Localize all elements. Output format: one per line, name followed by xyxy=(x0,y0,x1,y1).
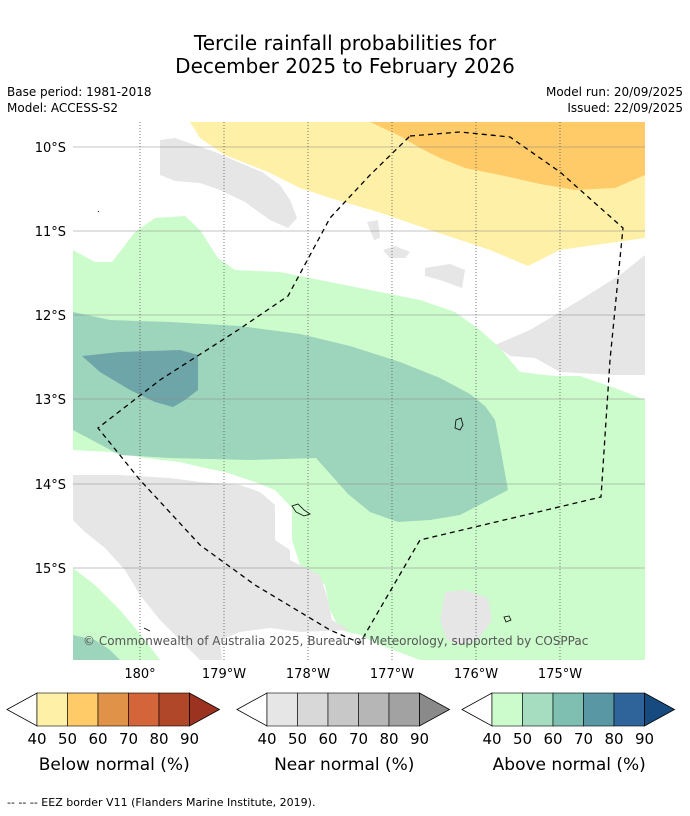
colorbar-tick-label: 90 xyxy=(635,730,654,748)
colorbar-tick-label: 40 xyxy=(27,730,46,748)
colorbar-segment xyxy=(266,692,298,727)
lat-axis: 10°S 11°S 12°S 13°S 14°S 15°S xyxy=(35,141,66,577)
colorbar-segment xyxy=(327,692,359,727)
copyright-notice: © Commonwealth of Australia 2025, Bureau… xyxy=(83,634,588,648)
colorbar-segment xyxy=(522,692,554,727)
lon-label: 177°W xyxy=(370,667,414,682)
colorbar-segment xyxy=(491,692,523,727)
lat-label: 12°S xyxy=(35,309,66,324)
lon-label: 176°W xyxy=(454,667,498,682)
lon-label: 179°W xyxy=(202,667,246,682)
map-title-line2: December 2025 to February 2026 xyxy=(175,54,515,78)
colorbar-segment xyxy=(97,692,129,727)
colorbar-title: Above normal (%) xyxy=(493,755,646,775)
colorbar-low-arrow xyxy=(6,692,38,727)
island-outline xyxy=(291,503,311,517)
colorbar-tick-label: 70 xyxy=(119,730,138,748)
colorbar-tick-label: 50 xyxy=(513,730,532,748)
colorbar-low-arrow xyxy=(461,692,493,727)
near-normal-40-50-region xyxy=(383,246,410,258)
map-plot-area: © Commonwealth of Australia 2025, Bureau… xyxy=(73,122,645,660)
lon-axis: 180° 179°W 178°W 177°W 176°W 175°W xyxy=(124,667,582,682)
lat-gridlines xyxy=(73,146,645,569)
colorbar-segment xyxy=(67,692,99,727)
colorbar-tick-label: 40 xyxy=(257,730,276,748)
base-period: Base period: 1981-2018 xyxy=(7,85,152,99)
issued-date: Issued: 22/09/2025 xyxy=(567,101,683,115)
lat-label: 10°S xyxy=(35,141,66,156)
colorbar-high-arrow xyxy=(644,692,676,727)
colorbar-tick-label: 70 xyxy=(574,730,593,748)
colorbar-title: Below normal (%) xyxy=(39,755,190,775)
colorbar-segment xyxy=(613,692,645,727)
colorbar-tick-label: 70 xyxy=(349,730,368,748)
eez-legend-note: -- -- -- EEZ border V11 (Flanders Marine… xyxy=(7,796,316,809)
colorbar-above-normal: 40 50 60 70 80 90 Above normal (%) xyxy=(461,692,676,775)
colorbar-title: Near normal (%) xyxy=(274,755,414,775)
colorbar-high-arrow xyxy=(189,692,221,727)
below-normal-50-60-region xyxy=(370,122,645,190)
colorbar-tick-label: 60 xyxy=(543,730,562,748)
eez-border xyxy=(97,131,624,644)
colorbar-segment xyxy=(358,692,390,727)
model-name: Model: ACCESS-S2 xyxy=(7,101,119,115)
above-normal-50-60-region xyxy=(73,635,120,660)
colorbar-segment xyxy=(583,692,615,727)
island-outline xyxy=(143,627,151,632)
colorbar-tick-label: 80 xyxy=(149,730,168,748)
colorbar-tick-label: 80 xyxy=(604,730,623,748)
lat-label: 11°S xyxy=(35,225,66,240)
colorbar-segment xyxy=(388,692,420,727)
near-normal-40-50-region xyxy=(73,475,350,660)
colorbar-tick-label: 80 xyxy=(379,730,398,748)
colorbar-segment xyxy=(36,692,68,727)
colorbar-near-normal: 40 50 60 70 80 90 Near normal (%) xyxy=(236,692,451,775)
lat-label: 13°S xyxy=(35,393,66,408)
near-normal-40-50-region xyxy=(440,590,492,645)
colorbar-tick-label: 60 xyxy=(318,730,337,748)
colorbar-tick-label: 40 xyxy=(482,730,501,748)
lon-label: 178°W xyxy=(286,667,330,682)
colorbar-below-normal: 40 50 60 70 80 90 Below normal (%) xyxy=(6,692,221,775)
colorbar-segment xyxy=(552,692,584,727)
above-normal-40-50-region xyxy=(73,568,160,660)
near-normal-40-50-region xyxy=(367,220,380,240)
colorbar-tick-label: 90 xyxy=(180,730,199,748)
model-run-date: Model run: 20/09/2025 xyxy=(545,85,683,99)
colorbar-high-arrow xyxy=(419,692,451,727)
colorbar-segment xyxy=(128,692,160,727)
colorbar-tick-label: 60 xyxy=(88,730,107,748)
colorbar-tick-label: 50 xyxy=(58,730,77,748)
lat-label: 14°S xyxy=(35,478,66,493)
forecast-map: © Commonwealth of Australia 2025, Bureau… xyxy=(6,122,676,775)
colorbar-segment xyxy=(158,692,190,727)
island-outline xyxy=(97,210,100,213)
colorbar-segment xyxy=(297,692,329,727)
island-outline xyxy=(454,417,464,431)
lon-label: 180° xyxy=(124,667,155,682)
lat-label: 15°S xyxy=(35,562,66,577)
colorbar-tick-label: 90 xyxy=(410,730,429,748)
island-outline xyxy=(503,615,512,623)
map-title-line1: Tercile rainfall probabilities for xyxy=(193,31,497,55)
near-normal-40-50-region xyxy=(425,264,465,288)
colorbar-tick-label: 50 xyxy=(288,730,307,748)
near-normal-40-50-region xyxy=(160,138,297,228)
colorbar-low-arrow xyxy=(236,692,268,727)
above-normal-60-70-region xyxy=(82,350,198,407)
lon-label: 175°W xyxy=(538,667,582,682)
